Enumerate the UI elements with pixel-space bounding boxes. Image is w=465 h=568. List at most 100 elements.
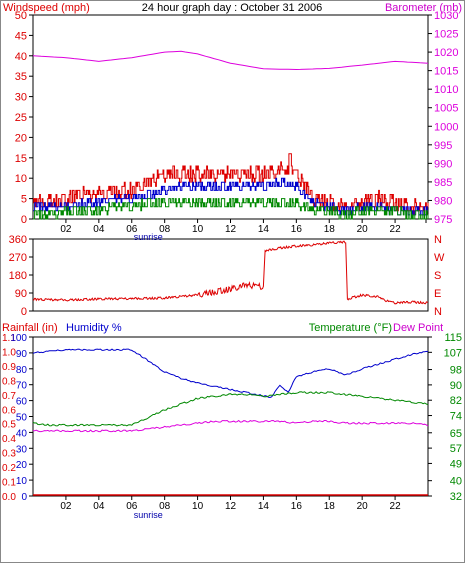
wind-x-tick-label: 06	[126, 224, 138, 235]
direction-left-ticks: 0 90 180 270 360	[9, 234, 33, 318]
humidity-tick-label: 20	[16, 460, 28, 471]
wind-x-tick-label: 04	[93, 224, 105, 235]
wind-x-tick-label: 14	[258, 224, 270, 235]
humidity-tick-label: 0	[21, 492, 27, 503]
temperature-tick-label: 65	[450, 428, 462, 440]
baro-tick-label: 1010	[434, 84, 458, 96]
compass-label: E	[434, 288, 441, 300]
baro-tick-label: 975	[434, 214, 452, 226]
rainfall-tick-label: 1.0	[2, 347, 16, 358]
rainfall-axis-label: Rainfall (in)	[2, 322, 58, 334]
humidity-axis-label: Humidity %	[66, 322, 122, 334]
rainfall-tick-label: 0.1	[2, 478, 16, 489]
humidity-x-tick-label: 08	[159, 501, 171, 512]
wind-x-tick-label: 12	[225, 224, 237, 235]
humidity-tick-label: 90	[16, 349, 28, 360]
rainfall-tick-label: 0.6	[2, 405, 16, 416]
wind-left-tick-label: 30	[15, 92, 27, 104]
temperature-ticks: 32 40 49 57 65 74 82 90 98 107 115	[428, 332, 462, 503]
rainfall-ticks: 0.0 0.1 0.2 0.3 0.4 0.5 0.6 0.7 0.8 0.9 1.0 1.1	[2, 333, 16, 503]
wind-right-ticks: 975 980 985 990 995 1000 1005 1010 1015 1020 1025 1…	[428, 10, 458, 226]
humidity-x-tick-label: 14	[258, 501, 270, 512]
chart-title: 24 hour graph day : October 31 2006	[142, 2, 322, 14]
humidity-x-tick-label: 12	[225, 501, 237, 512]
compass-label: W	[434, 252, 445, 264]
temperature-line	[32, 391, 429, 427]
temperature-tick-label: 107	[444, 347, 462, 359]
humidity-x-tick-label: 16	[291, 501, 303, 512]
humidity-x-tick-label: 04	[93, 501, 105, 512]
temperature-tick-label: 49	[450, 458, 462, 470]
humidity-tick-label: 60	[16, 397, 28, 408]
humidity-x-ticks: 02 04 06 08 10 12 14 16 18 20 22 sunrise	[60, 496, 401, 520]
wind-x-tick-label: 08	[159, 224, 171, 235]
humidity-x-tick-label: 02	[60, 501, 72, 512]
wind-x-tick-label: 20	[357, 224, 369, 235]
humidity-x-tick-label: 20	[357, 501, 369, 512]
direction-tick-label: 180	[9, 270, 27, 282]
wind-left-tick-label: 50	[15, 10, 27, 22]
wind-direction-line	[32, 240, 429, 305]
wind-left-tick-label: 5	[21, 194, 27, 206]
baro-tick-label: 1025	[434, 29, 458, 41]
humidity-tick-label: 80	[16, 365, 28, 376]
direction-series	[32, 240, 429, 305]
wind-series	[32, 50, 429, 220]
rainfall-tick-label: 0.0	[2, 492, 16, 503]
direction-tick-label: 0	[21, 306, 27, 318]
baro-tick-label: 1005	[434, 103, 458, 115]
wind-left-ticks: 0 5 10 15 20 25 30 35 40 45 50	[15, 10, 33, 226]
baro-tick-label: 1030	[434, 10, 458, 22]
dewpoint-axis-label: Dew Point	[393, 322, 443, 334]
baro-tick-label: 1000	[434, 121, 458, 133]
wind-left-tick-label: 10	[15, 173, 27, 185]
baro-tick-label: 980	[434, 195, 452, 207]
humidity-x-tick-label: 10	[192, 501, 204, 512]
windspeed-axis-label: Windspeed (mph)	[3, 2, 90, 14]
humidity-sunrise-label: sunrise	[134, 510, 163, 520]
temperature-tick-label: 98	[450, 365, 462, 377]
wind-x-tick-label: 18	[324, 224, 336, 235]
temperature-tick-label: 40	[450, 476, 462, 488]
rainfall-tick-label: 0.2	[2, 463, 16, 474]
humidity-tick-label: 100	[10, 333, 27, 344]
wind-left-tick-label: 45	[15, 30, 27, 42]
humidity-x-tick-label: 22	[390, 501, 402, 512]
temperature-tick-label: 32	[450, 491, 462, 503]
wind-left-tick-label: 35	[15, 71, 27, 83]
dew_point-line	[33, 419, 429, 433]
direction-tick-label: 270	[9, 252, 27, 264]
rainfall-tick-label: 0.5	[2, 420, 16, 431]
wind-left-tick-label: 40	[15, 51, 27, 63]
rainfall-tick-label: 0.4	[2, 434, 16, 445]
wind-left-tick-label: 25	[15, 112, 27, 124]
humidity-x-tick-label: 06	[126, 501, 138, 512]
humidity-line	[32, 348, 429, 399]
barometer-axis-label: Barometer (mb)	[385, 2, 462, 14]
wind-left-tick-label: 0	[21, 214, 27, 226]
humidity-ticks: 0 10 20 30 40 50 60 70 80 90 100	[10, 333, 33, 503]
baro-tick-label: 995	[434, 140, 452, 152]
wind-left-tick-label: 20	[15, 132, 27, 144]
temperature-tick-label: 74	[450, 411, 462, 423]
humidity-tick-label: 50	[16, 413, 28, 424]
wind-x-ticks: 02 04 06 08 10 12 14 16 18 20 22 sunrise	[60, 219, 427, 242]
wind-x-tick-label: 02	[60, 224, 72, 235]
rainfall-tick-label: 0.7	[2, 391, 16, 402]
wind-left-tick-label: 15	[15, 153, 27, 165]
min-windspeed-line	[33, 198, 429, 220]
baro-tick-label: 990	[434, 158, 452, 170]
rainfall-tick-label: 0.8	[2, 376, 16, 387]
compass-label: N	[434, 234, 442, 246]
temperature-tick-label: 82	[450, 395, 462, 407]
humidity-x-tick-label: 18	[324, 501, 336, 512]
temperature-tick-label: 57	[450, 443, 462, 455]
gust-windspeed-line	[33, 153, 429, 216]
humidity-plot-frame	[32, 336, 429, 497]
direction-plot-frame	[32, 238, 429, 312]
baro-tick-label: 1020	[434, 47, 458, 59]
humidity-tick-label: 30	[16, 444, 28, 455]
